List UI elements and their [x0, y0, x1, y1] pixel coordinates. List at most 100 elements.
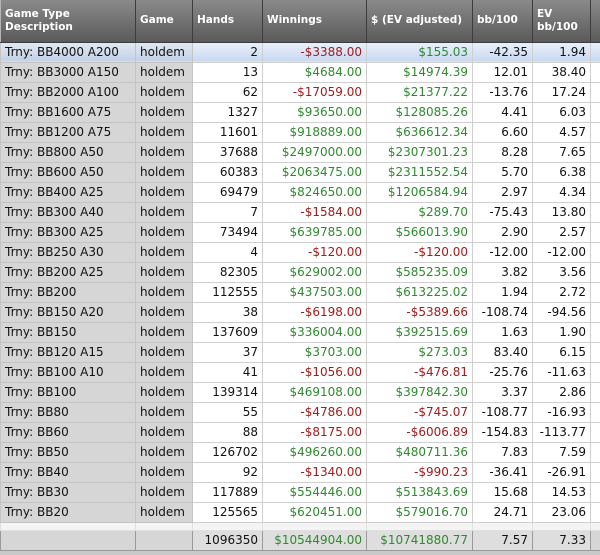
column-header[interactable]: Hands: [192, 0, 263, 43]
table-cell: Trny: BB200 A25: [0, 261, 136, 283]
table-cell: -$745.07: [366, 401, 473, 423]
table-cell: holdem: [135, 141, 193, 163]
table-cell: $629002.00: [262, 261, 367, 283]
table-row[interactable]: Trny: BB250 A30 holdem 4 -$120.00 -$120.00 -1…: [0, 241, 600, 263]
table-cell: holdem: [135, 421, 193, 443]
table-row[interactable]: Trny: BB50 holdem 126702 $496260.00 $480711.…: [0, 441, 600, 463]
table-cell: 55: [192, 401, 263, 423]
table-cell: 15.68: [472, 481, 533, 503]
table-cell: -94.56: [532, 301, 591, 323]
header-row: Game Type Description Game Hands Winnings $ …: [0, 0, 600, 43]
table-row[interactable]: Trny: BB100 A10 holdem 41 -$1056.00 -$476.81…: [0, 361, 600, 383]
table-row[interactable]: Trny: BB120 A15 holdem 37 $3703.00 $273.03 83…: [0, 341, 600, 363]
column-header[interactable]: Game Type Description: [0, 0, 136, 43]
table-cell: $566013.90: [366, 221, 473, 243]
table-cell: 6.60: [472, 121, 533, 143]
table-row[interactable]: Trny: BB1600 A75 holdem 1327 $93650.00 $1280…: [0, 101, 600, 123]
table-row[interactable]: Trny: BB1200 A75 holdem 11601 $918889.00 $63…: [0, 121, 600, 143]
table-row[interactable]: Trny: BB600 A50 holdem 60383 $2063475.00 $23…: [0, 161, 600, 183]
table-row[interactable]: Trny: BB3000 A150 holdem 13 $4684.00 $14974.…: [0, 61, 600, 83]
table-cell: 7.83: [472, 441, 533, 463]
table-cell: holdem: [135, 101, 193, 123]
table-cell: [590, 181, 600, 203]
table-cell: [472, 521, 533, 531]
table-cell: [366, 521, 473, 531]
table-cell: 13.80: [532, 201, 591, 223]
table-cell: 2: [192, 41, 263, 63]
table-row[interactable]: Trny: BB200 holdem 112555 $437503.00 $613225…: [0, 281, 600, 303]
table-cell: $437503.00: [262, 281, 367, 303]
column-header[interactable]: EV bb/100: [532, 0, 591, 43]
table-row[interactable]: Trny: BB150 A20 holdem 38 -$6198.00 -$5389.6…: [0, 301, 600, 323]
table-cell: $14974.39: [366, 61, 473, 83]
table-cell: Trny: BB600 A50: [0, 161, 136, 183]
table-cell: holdem: [135, 61, 193, 83]
table-cell: -75.43: [472, 201, 533, 223]
table-cell: -$1584.00: [262, 201, 367, 223]
table-cell: 2.90: [472, 221, 533, 243]
table-cell: $2307301.23: [366, 141, 473, 163]
table-row[interactable]: Trny: BB40 holdem 92 -$1340.00 -$990.23 -36.4…: [0, 461, 600, 483]
table-cell: 2.72: [532, 281, 591, 303]
table-cell: Trny: BB50: [0, 441, 136, 463]
table-cell: -$5389.66: [366, 301, 473, 323]
column-header[interactable]: Winnings: [262, 0, 367, 43]
column-header[interactable]: $ (EV adjusted): [366, 0, 473, 43]
table-row[interactable]: Trny: BB200 A25 holdem 82305 $629002.00 $585…: [0, 261, 600, 283]
table-cell: -108.74: [472, 301, 533, 323]
table-cell: $620451.00: [262, 501, 367, 523]
table-cell: $613225.02: [366, 281, 473, 303]
table-cell: -12.00: [472, 241, 533, 263]
table-cell: holdem: [135, 81, 193, 103]
table-row[interactable]: Trny: BB800 A50 holdem 37688 $2497000.00 $23…: [0, 141, 600, 163]
table-cell: 14.53: [532, 481, 591, 503]
column-header[interactable]: Game: [135, 0, 193, 43]
table-cell: $496260.00: [262, 441, 367, 463]
table-row[interactable]: Trny: BB4000 A200 holdem 2 -$3388.00 $155.03…: [0, 41, 600, 63]
table-cell: 23.06: [532, 501, 591, 523]
table-cell: Trny: BB150 A20: [0, 301, 136, 323]
table-row[interactable]: Trny: BB2000 A100 holdem 62 -$17059.00 $2137…: [0, 81, 600, 103]
table-cell: [590, 141, 600, 163]
table-cell: 17.24: [532, 81, 591, 103]
table-cell: 4: [192, 241, 263, 263]
table-cell: holdem: [135, 341, 193, 363]
table-cell: Trny: BB80: [0, 401, 136, 423]
table-cell: Trny: BB3000 A150: [0, 61, 136, 83]
table-cell: holdem: [135, 401, 193, 423]
table-cell: [590, 101, 600, 123]
table-row[interactable]: Trny: BB20 holdem 125565 $620451.00 $579016.…: [0, 501, 600, 523]
table-cell: $289.70: [366, 201, 473, 223]
table-cell: 8.28: [472, 141, 533, 163]
table-cell: [590, 341, 600, 363]
table-cell: 4.41: [472, 101, 533, 123]
table-cell: 6.15: [532, 341, 591, 363]
table-cell: 62: [192, 81, 263, 103]
table-cell: -$6198.00: [262, 301, 367, 323]
table-cell: -12.00: [532, 241, 591, 263]
table-cell: Trny: BB100: [0, 381, 136, 403]
column-header[interactable]: bb/100: [472, 0, 533, 43]
table-row[interactable]: Trny: BB150 holdem 137609 $336004.00 $392515…: [0, 321, 600, 343]
table-row[interactable]: Trny: BB400 A25 holdem 69479 $824650.00 $120…: [0, 181, 600, 203]
total-cell: $10544904.00: [262, 529, 367, 551]
total-cell: 7.57: [472, 529, 533, 551]
table-cell: $824650.00: [262, 181, 367, 203]
table-cell: [590, 501, 600, 523]
table-cell: [590, 529, 600, 551]
table-cell: -154.83: [472, 421, 533, 443]
table-cell: -25.76: [472, 361, 533, 383]
table-row[interactable]: Trny: BB300 A25 holdem 73494 $639785.00 $566…: [0, 221, 600, 243]
table-cell: 112555: [192, 281, 263, 303]
table-cell: [590, 221, 600, 243]
table-row[interactable]: Trny: BB60 holdem 88 -$8175.00 -$6006.89 -154…: [0, 421, 600, 443]
spacer-row: [0, 521, 600, 531]
table-row[interactable]: Trny: BB30 holdem 117889 $554446.00 $513843.…: [0, 481, 600, 503]
table-cell: 2.86: [532, 381, 591, 403]
table-row[interactable]: Trny: BB100 holdem 139314 $469108.00 $397842…: [0, 381, 600, 403]
table-cell: $2063475.00: [262, 161, 367, 183]
table-row[interactable]: Trny: BB80 holdem 55 -$4786.00 -$745.07 -108.…: [0, 401, 600, 423]
table-row[interactable]: Trny: BB300 A40 holdem 7 -$1584.00 $289.70 -7…: [0, 201, 600, 223]
table-cell: 3.82: [472, 261, 533, 283]
